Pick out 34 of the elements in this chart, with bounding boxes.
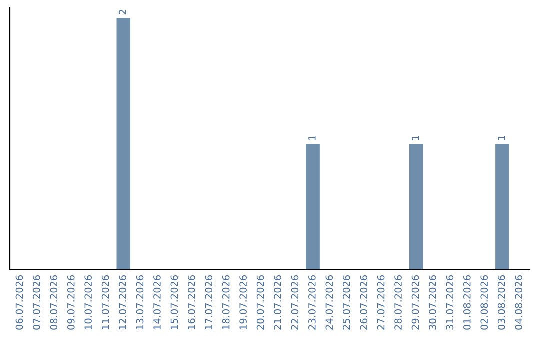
x-tick-label: 20.07.2026 xyxy=(256,275,264,330)
x-tick-label: 12.07.2026 xyxy=(119,275,126,330)
x-tick-label: 10.07.2026 xyxy=(84,275,92,330)
data-label: 2 xyxy=(119,10,126,15)
x-tick-label: 01.08.2026 xyxy=(463,275,471,330)
x-tick-label: 02.08.2026 xyxy=(480,275,488,330)
x-tick-label: 28.07.2026 xyxy=(394,275,402,330)
x-tick-label: 15.07.2026 xyxy=(170,275,178,330)
x-tick-label: 19.07.2026 xyxy=(240,275,247,330)
x-tick-label: 16.07.2026 xyxy=(188,275,196,330)
x-tick-label: 25.07.2026 xyxy=(342,275,350,330)
data-label: 1 xyxy=(308,136,316,140)
x-tick-label: 06.07.2026 xyxy=(16,275,24,330)
x-tick-label: 26.07.2026 xyxy=(360,275,368,330)
x-tick-label: 18.07.2026 xyxy=(222,275,230,330)
x-tick-label: 24.07.2026 xyxy=(326,275,334,330)
data-label: 1 xyxy=(498,136,506,140)
x-tick-label: 11.07.2026 xyxy=(102,275,110,330)
data-label: 1 xyxy=(412,136,420,140)
x-tick-label: 09.07.2026 xyxy=(67,275,75,330)
x-tick-label: 07.07.2026 xyxy=(33,275,40,330)
x-tick-label: 17.07.2026 xyxy=(205,275,213,330)
x-tick-label: 23.07.2026 xyxy=(308,275,316,330)
x-tick-label: 27.07.2026 xyxy=(377,275,385,330)
x-tick-label: 13.07.2026 xyxy=(136,275,144,330)
x-tick-label: 14.07.2026 xyxy=(154,275,161,330)
x-tick-label: 21.07.2026 xyxy=(274,275,282,330)
x-tick-label: 08.07.2026 xyxy=(50,275,58,330)
x-tick-label: 22.07.2026 xyxy=(291,275,299,330)
x-tick-label: 03.08.2026 xyxy=(498,275,506,330)
x-tick-label: 31.07.2026 xyxy=(446,275,454,330)
x-tick-label: 04.08.2026 xyxy=(515,275,522,330)
x-tick-label: 29.07.2026 xyxy=(412,275,420,330)
x-tick-label: 30.07.2026 xyxy=(429,275,436,330)
